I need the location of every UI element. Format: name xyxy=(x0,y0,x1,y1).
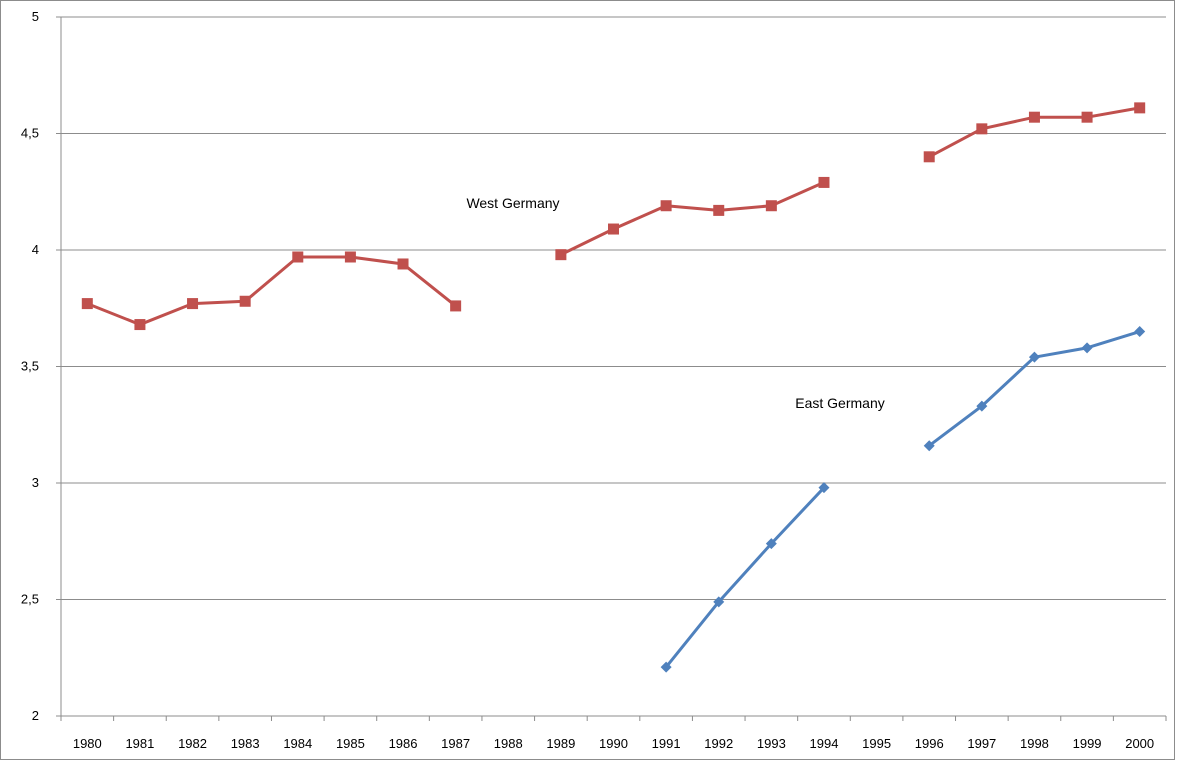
east-germany-point xyxy=(818,482,830,494)
east-germany-point xyxy=(1081,342,1093,354)
east-germany-point xyxy=(923,440,935,452)
west-germany-point xyxy=(555,249,567,261)
east-germany-line xyxy=(928,330,1141,447)
x-tick-label: 1992 xyxy=(704,736,733,751)
west-germany-point xyxy=(134,319,146,331)
west-germany-point xyxy=(292,251,304,263)
x-tick-label: 1985 xyxy=(336,736,365,751)
west-germany-point xyxy=(1134,102,1146,114)
west-germany-point xyxy=(713,204,725,216)
east-germany-point xyxy=(1028,351,1040,363)
x-tick-label: 1991 xyxy=(652,736,681,751)
west-germany-point xyxy=(450,300,462,312)
x-tick-label: 1998 xyxy=(1020,736,1049,751)
y-tick-label: 5 xyxy=(32,9,39,24)
west-germany-point xyxy=(397,258,409,270)
east-germany-point xyxy=(976,400,988,412)
x-tick-label: 1981 xyxy=(125,736,154,751)
x-tick-label: 1982 xyxy=(178,736,207,751)
west-germany-point xyxy=(1028,111,1040,123)
y-tick-label: 3,5 xyxy=(21,359,39,374)
x-tick-label: 2000 xyxy=(1125,736,1154,751)
west-germany-point xyxy=(344,251,356,263)
x-tick-label: 1987 xyxy=(441,736,470,751)
east-germany-point xyxy=(765,538,777,550)
west-germany-point xyxy=(239,295,251,307)
x-tick-label: 1989 xyxy=(546,736,575,751)
west-germany-line xyxy=(560,181,825,257)
x-tick-label: 1994 xyxy=(810,736,839,751)
east-germany-line xyxy=(664,486,826,669)
east-germany-label: East Germany xyxy=(795,395,884,411)
x-tick-label: 1996 xyxy=(915,736,944,751)
west-germany-point xyxy=(81,298,93,310)
west-germany-point xyxy=(976,123,988,135)
y-tick-label: 2,5 xyxy=(21,592,39,607)
west-germany-point xyxy=(818,176,830,188)
y-tick-label: 4 xyxy=(32,242,39,257)
x-tick-label: 1990 xyxy=(599,736,628,751)
x-tick-label: 1986 xyxy=(389,736,418,751)
west-germany-line xyxy=(86,255,457,327)
x-tick-label: 1983 xyxy=(231,736,260,751)
west-germany-point xyxy=(660,200,672,212)
x-tick-label: 1993 xyxy=(757,736,786,751)
west-germany-point xyxy=(765,200,777,212)
west-germany-point xyxy=(1081,111,1093,123)
x-tick-label: 1997 xyxy=(967,736,996,751)
west-germany-point xyxy=(923,151,935,163)
west-germany-point xyxy=(608,223,619,235)
y-tick-label: 3 xyxy=(32,475,39,490)
x-tick-label: 1984 xyxy=(283,736,312,751)
east-germany-point xyxy=(713,596,725,608)
west-germany-label: West Germany xyxy=(466,195,559,211)
x-tick-label: 1999 xyxy=(1073,736,1102,751)
y-tick-label: 4,5 xyxy=(21,126,39,141)
east-germany-point xyxy=(660,661,672,673)
x-tick-label: 1988 xyxy=(494,736,523,751)
west-germany-point xyxy=(187,298,199,310)
x-tick-label: 1980 xyxy=(73,736,102,751)
x-tick-label: 1995 xyxy=(862,736,891,751)
east-germany-point xyxy=(1134,326,1146,338)
y-tick-label: 2 xyxy=(32,708,39,723)
